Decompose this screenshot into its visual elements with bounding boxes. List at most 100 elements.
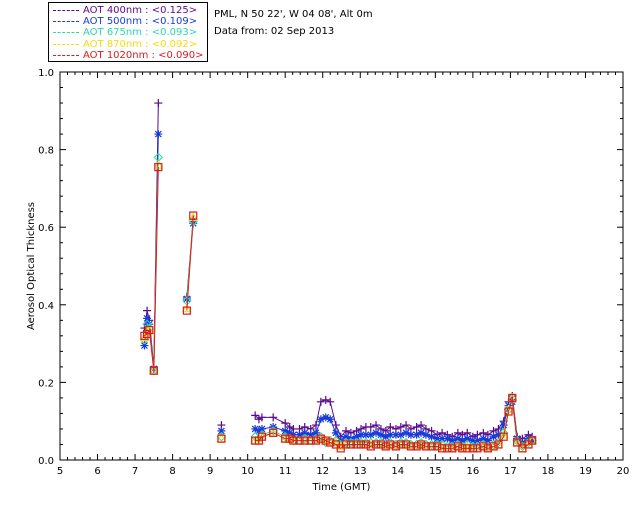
legend-entry: AOT 675nm : <0.093> (49, 26, 207, 39)
data-point (462, 439, 472, 450)
data-point (479, 434, 488, 443)
data-point (433, 442, 442, 451)
series-line (143, 165, 159, 371)
data-point (412, 423, 421, 432)
legend-swatch (53, 43, 79, 45)
legend-label: AOT 400nm : <0.125> (83, 4, 197, 17)
data-point (145, 325, 154, 335)
data-point (361, 437, 371, 448)
series-line (254, 400, 533, 444)
x-tick-label: 8 (169, 466, 175, 477)
data-point (145, 316, 154, 325)
data-point (391, 430, 400, 439)
data-point (381, 439, 391, 450)
data-point (426, 439, 437, 450)
data-point (346, 437, 356, 448)
data-point (311, 436, 321, 445)
data-point (489, 426, 498, 435)
data-point (483, 436, 492, 445)
x-tick-label: 17 (504, 466, 517, 477)
data-point (189, 211, 198, 220)
data-point (331, 440, 340, 449)
data-point (371, 437, 381, 448)
data-point (524, 434, 533, 443)
legend: AOT 400nm : <0.125> AOT 500nm : <0.109> AO… (48, 2, 208, 62)
series-line (143, 134, 159, 369)
data-point (285, 428, 294, 437)
data-point (432, 439, 442, 450)
data-point (457, 441, 468, 452)
data-point (416, 439, 426, 448)
x-tick-label: 10 (241, 466, 254, 477)
data-point (288, 435, 299, 445)
data-point (372, 421, 381, 430)
data-point (300, 433, 310, 444)
x-tick-label: 13 (354, 466, 367, 477)
data-point (447, 443, 458, 452)
data-point (217, 434, 226, 443)
data-point (401, 439, 411, 448)
y-tick-label: 0.6 (38, 223, 54, 234)
data-point (472, 441, 483, 452)
data-point (453, 439, 463, 450)
data-point (144, 323, 155, 333)
data-point (386, 430, 395, 439)
data-point (468, 444, 477, 453)
data-point (462, 441, 473, 450)
series-line (186, 217, 194, 309)
data-point (142, 319, 152, 329)
data-point (468, 432, 477, 441)
data-point (527, 435, 538, 445)
data-point (376, 439, 386, 448)
data-point (366, 442, 375, 451)
x-tick-label: 15 (429, 466, 442, 477)
data-point (396, 440, 405, 449)
data-point (457, 443, 468, 452)
data-point (513, 432, 522, 441)
data-point (352, 426, 361, 435)
data-point (352, 432, 361, 441)
data-point (396, 437, 406, 448)
data-point (254, 433, 264, 444)
data-point (188, 216, 198, 227)
series-line (186, 223, 194, 300)
data-point (437, 444, 447, 453)
data-point (268, 426, 278, 436)
data-point (357, 424, 366, 433)
x-tick-label: 7 (132, 466, 138, 477)
series-line (254, 399, 533, 448)
data-point (153, 152, 164, 163)
data-point (300, 436, 309, 445)
data-point (143, 306, 152, 315)
data-point (448, 436, 457, 445)
legend-entry: AOT 1020nm : <0.090> (49, 49, 207, 62)
legend-separator: : (148, 49, 159, 61)
data-point (421, 441, 431, 450)
data-point (417, 421, 426, 430)
data-point (182, 294, 191, 303)
data-point (257, 430, 267, 440)
data-point (154, 99, 163, 108)
data-point (142, 329, 152, 338)
data-point (331, 435, 341, 446)
series-line (186, 215, 194, 311)
data-point (254, 426, 263, 435)
data-point (372, 428, 381, 437)
data-point (285, 423, 294, 432)
series-0 (140, 99, 537, 443)
data-point (376, 440, 386, 449)
data-point (346, 434, 355, 443)
data-point (391, 442, 401, 451)
data-point (311, 435, 321, 445)
data-point (306, 424, 315, 433)
legend-entry: AOT 500nm : <0.109> (49, 15, 207, 28)
data-point (143, 314, 152, 323)
data-point (417, 428, 426, 437)
data-point (315, 433, 326, 443)
data-point (483, 443, 493, 452)
y-tick-label: 0.0 (38, 456, 54, 467)
legend-series-name: AOT 675nm (83, 27, 142, 39)
data-point (316, 432, 326, 442)
data-point (366, 437, 376, 448)
data-point (478, 439, 489, 450)
